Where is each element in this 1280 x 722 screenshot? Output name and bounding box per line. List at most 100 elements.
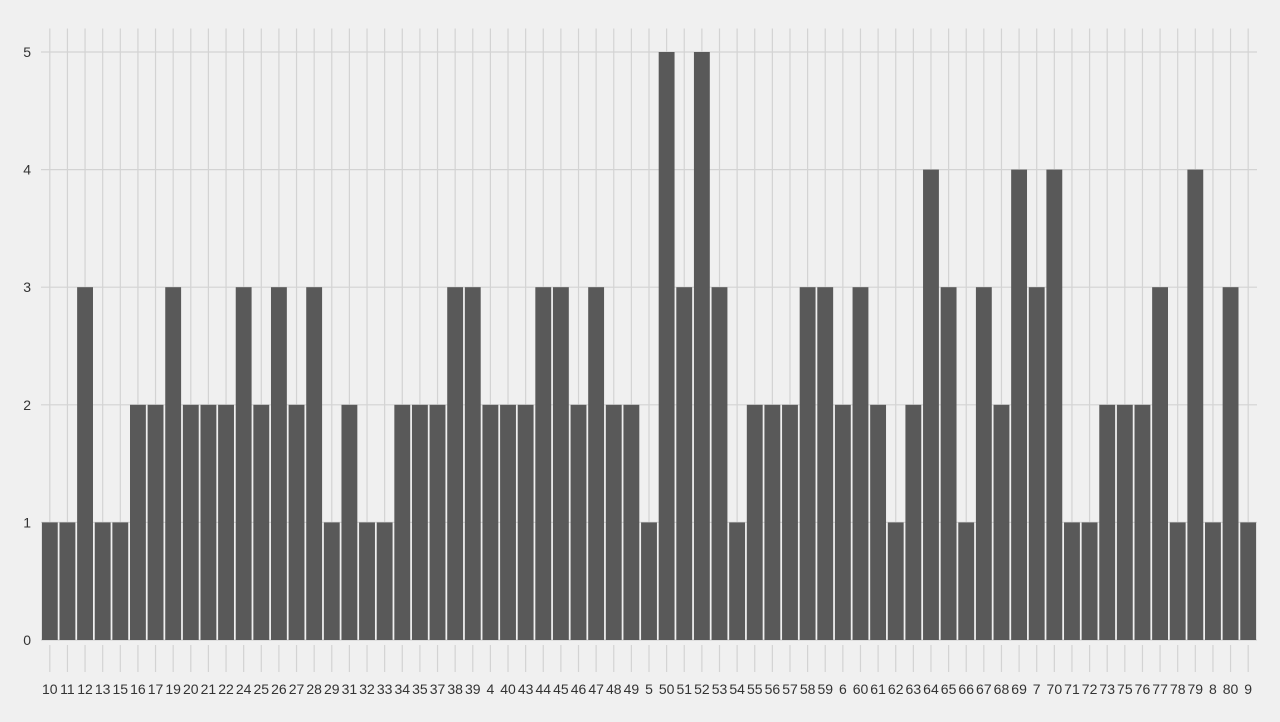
- bar-12: [77, 287, 93, 640]
- y-tick-label: 5: [23, 44, 31, 60]
- x-tick-label: 5: [645, 681, 653, 697]
- x-tick-label: 26: [271, 681, 287, 697]
- x-tick-label: 15: [113, 681, 129, 697]
- x-tick-label: 69: [1011, 681, 1027, 697]
- x-tick-label: 12: [77, 681, 93, 697]
- bar-58: [799, 287, 816, 640]
- bar-8: [1205, 522, 1221, 640]
- x-tick-label: 67: [976, 681, 992, 697]
- bar-11: [59, 522, 76, 640]
- bar-55: [746, 404, 763, 640]
- bar-53: [711, 287, 728, 640]
- x-tick-label: 79: [1188, 681, 1204, 697]
- bar-43: [517, 404, 534, 640]
- bar-48: [605, 404, 622, 640]
- bar-70: [1046, 169, 1063, 640]
- bar-6: [834, 404, 851, 640]
- x-tick-label: 17: [148, 681, 164, 697]
- x-tick-label: 31: [342, 681, 358, 697]
- x-tick-label: 63: [906, 681, 922, 697]
- x-tick-label: 78: [1170, 681, 1186, 697]
- x-tick-label: 45: [553, 681, 569, 697]
- bar-16: [129, 404, 146, 640]
- bar-47: [588, 287, 605, 640]
- x-tick-label: 54: [729, 681, 745, 697]
- bar-32: [359, 522, 375, 640]
- bar-46: [570, 404, 587, 640]
- x-tick-label: 77: [1152, 681, 1168, 697]
- x-tick-label: 28: [306, 681, 322, 697]
- x-tick-label: 33: [377, 681, 393, 697]
- x-tick-label: 72: [1082, 681, 1098, 697]
- x-tick-label: 73: [1099, 681, 1115, 697]
- x-tick-label: 59: [817, 681, 833, 697]
- x-tick-label: 48: [606, 681, 622, 697]
- x-tick-label: 6: [839, 681, 847, 697]
- x-tick-label: 40: [500, 681, 516, 697]
- x-tick-label: 19: [165, 681, 181, 697]
- x-tick-label: 24: [236, 681, 252, 697]
- x-tick-label: 55: [747, 681, 763, 697]
- bar-72: [1081, 522, 1098, 640]
- bar-26: [270, 287, 287, 640]
- bar-60: [852, 287, 869, 640]
- x-tick-label: 71: [1064, 681, 1080, 697]
- bar-7: [1028, 287, 1045, 640]
- x-tick-label: 34: [394, 681, 410, 697]
- x-tick-label: 7: [1033, 681, 1041, 697]
- bar-40: [500, 404, 516, 640]
- bar-67: [975, 287, 992, 640]
- x-tick-label: 37: [430, 681, 446, 697]
- bar-59: [817, 287, 834, 640]
- bar-34: [394, 404, 411, 640]
- x-tick-label: 25: [254, 681, 270, 697]
- bar-68: [993, 404, 1010, 640]
- y-tick-label: 1: [23, 514, 31, 530]
- x-tick-label: 60: [853, 681, 869, 697]
- x-tick-label: 51: [676, 681, 692, 697]
- bar-57: [782, 404, 798, 640]
- bar-51: [676, 287, 693, 640]
- x-tick-label: 27: [289, 681, 305, 697]
- x-tick-label: 21: [201, 681, 217, 697]
- bar-54: [729, 522, 746, 640]
- bar-9: [1240, 522, 1257, 640]
- x-tick-label: 66: [958, 681, 974, 697]
- x-tick-label: 4: [486, 681, 494, 697]
- x-tick-label: 76: [1135, 681, 1151, 697]
- bar-20: [182, 404, 199, 640]
- x-tick-label: 13: [95, 681, 111, 697]
- bar-64: [923, 169, 939, 640]
- x-tick-label: 64: [923, 681, 939, 697]
- bar-13: [94, 522, 111, 640]
- bar-35: [411, 404, 428, 640]
- bar-25: [253, 404, 270, 640]
- x-tick-label: 38: [447, 681, 463, 697]
- x-tick-label: 11: [60, 681, 75, 697]
- bar-76: [1134, 404, 1151, 640]
- x-tick-label: 75: [1117, 681, 1133, 697]
- bar-38: [447, 287, 464, 640]
- bar-50: [658, 52, 675, 640]
- x-tick-label: 70: [1047, 681, 1063, 697]
- bar-24: [235, 287, 252, 640]
- bar-15: [112, 522, 129, 640]
- y-tick-label: 0: [23, 632, 31, 648]
- x-tick-label: 47: [588, 681, 604, 697]
- bar-39: [464, 287, 481, 640]
- bar-69: [1011, 169, 1028, 640]
- x-tick-label: 9: [1244, 681, 1252, 697]
- bar-22: [218, 404, 234, 640]
- x-tick-label: 49: [624, 681, 640, 697]
- x-tick-label: 52: [694, 681, 710, 697]
- x-tick-label: 62: [888, 681, 904, 697]
- x-tick-label: 56: [765, 681, 781, 697]
- bar-61: [870, 404, 887, 640]
- bar-52: [693, 52, 710, 640]
- bar-27: [288, 404, 305, 640]
- x-tick-label: 20: [183, 681, 199, 697]
- x-tick-label: 68: [994, 681, 1010, 697]
- bar-45: [552, 287, 569, 640]
- bar-80: [1222, 287, 1239, 640]
